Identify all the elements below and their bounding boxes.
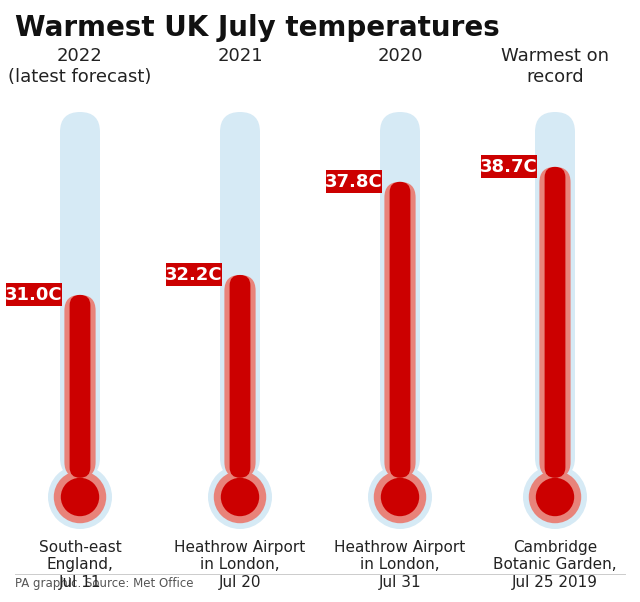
FancyBboxPatch shape xyxy=(535,112,575,478)
Bar xyxy=(6,284,62,306)
Text: 2022
(latest forecast): 2022 (latest forecast) xyxy=(8,47,152,86)
Circle shape xyxy=(48,465,112,529)
Text: Cambridge
Botanic Garden,
Jul 25 2019: Cambridge Botanic Garden, Jul 25 2019 xyxy=(493,540,617,590)
FancyBboxPatch shape xyxy=(545,167,565,478)
FancyBboxPatch shape xyxy=(390,182,410,478)
FancyBboxPatch shape xyxy=(220,112,260,478)
Text: 2021: 2021 xyxy=(217,47,263,65)
FancyBboxPatch shape xyxy=(60,112,100,478)
Circle shape xyxy=(374,471,426,523)
Circle shape xyxy=(214,471,266,523)
Bar xyxy=(326,170,382,193)
Text: 37.8C: 37.8C xyxy=(325,173,383,191)
FancyBboxPatch shape xyxy=(225,275,255,478)
Circle shape xyxy=(529,471,581,523)
FancyBboxPatch shape xyxy=(385,182,415,478)
Text: PA graphic. Source: Met Office: PA graphic. Source: Met Office xyxy=(15,577,193,591)
Bar xyxy=(166,264,222,287)
Text: 32.2C: 32.2C xyxy=(165,266,223,284)
Text: 31.0C: 31.0C xyxy=(5,286,63,304)
Circle shape xyxy=(381,478,419,516)
Circle shape xyxy=(221,478,259,516)
Text: 2020: 2020 xyxy=(377,47,423,65)
Bar xyxy=(481,155,537,178)
Circle shape xyxy=(368,465,432,529)
FancyBboxPatch shape xyxy=(540,167,571,478)
Text: Heathrow Airport
in London,
Jul 31: Heathrow Airport in London, Jul 31 xyxy=(334,540,466,590)
Text: Warmest on
record: Warmest on record xyxy=(501,47,609,86)
FancyBboxPatch shape xyxy=(65,295,95,478)
FancyBboxPatch shape xyxy=(70,295,90,478)
FancyBboxPatch shape xyxy=(380,112,420,478)
FancyBboxPatch shape xyxy=(230,275,250,478)
Circle shape xyxy=(536,478,574,516)
Circle shape xyxy=(61,478,99,516)
Text: Warmest UK July temperatures: Warmest UK July temperatures xyxy=(15,14,500,42)
Text: Heathrow Airport
in London,
Jul 20: Heathrow Airport in London, Jul 20 xyxy=(174,540,306,590)
Circle shape xyxy=(208,465,272,529)
Circle shape xyxy=(54,471,106,523)
Text: South-east
England,
Jul 11: South-east England, Jul 11 xyxy=(38,540,122,590)
Text: 38.7C: 38.7C xyxy=(480,158,538,176)
Circle shape xyxy=(523,465,587,529)
